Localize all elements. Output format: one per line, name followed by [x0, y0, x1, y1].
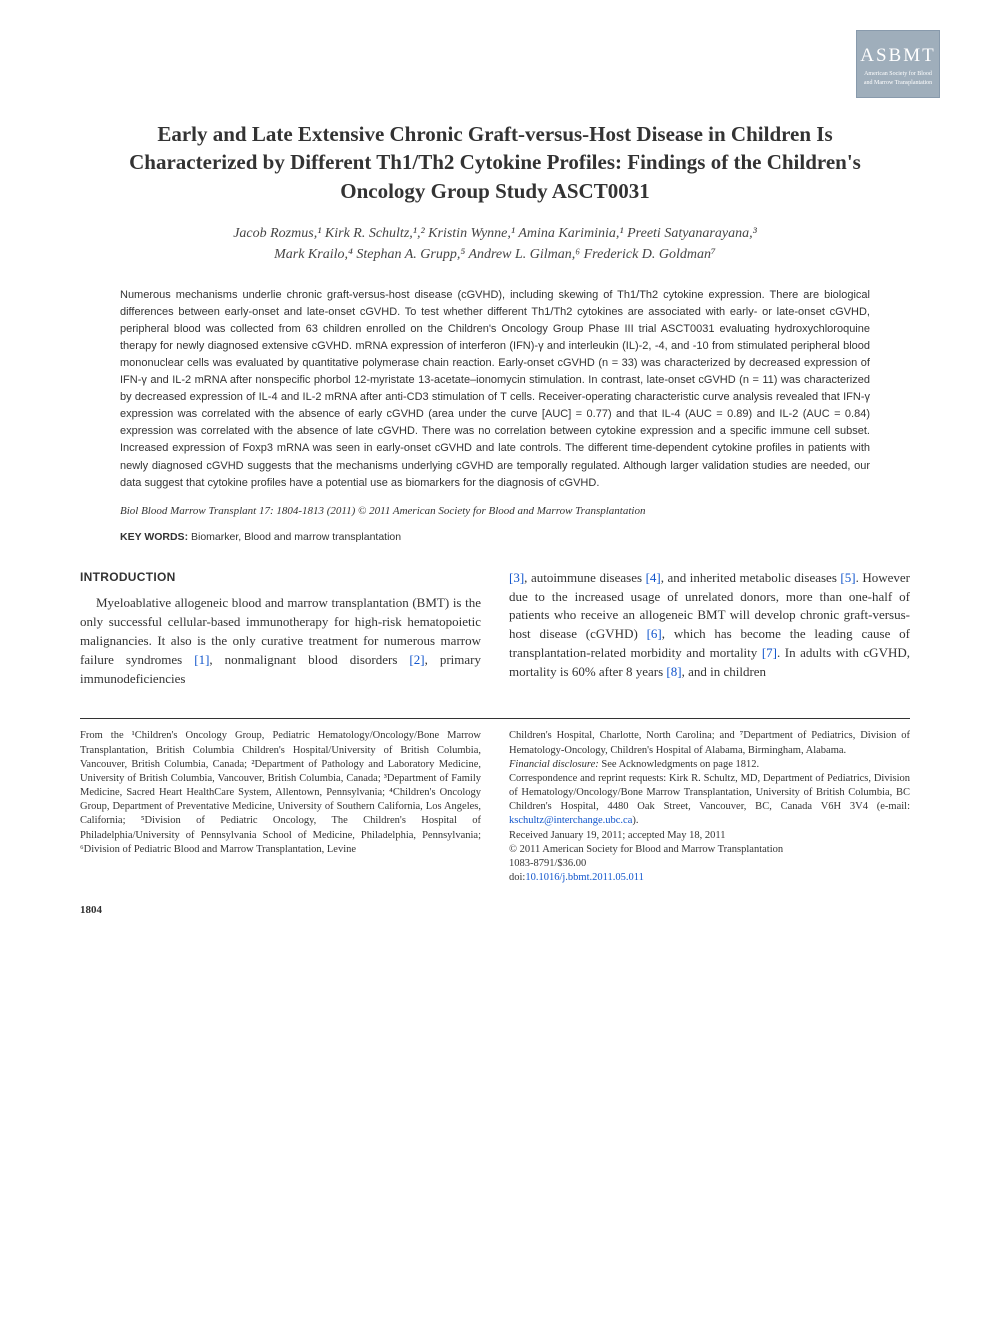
page-number: 1804 [80, 903, 910, 919]
ref-link-5[interactable]: [5] [840, 570, 855, 585]
affiliations-continued: Children's Hospital, Charlotte, North Ca… [509, 729, 910, 757]
keywords-text: Biomarker, Blood and marrow transplantat… [191, 531, 401, 543]
intro-paragraph-left: Myeloablative allogeneic blood and marro… [80, 594, 481, 688]
logo-subtitle-1: American Society for Blood [864, 71, 932, 78]
authors-line-2: Mark Krailo,⁴ Stephan A. Grupp,⁵ Andrew … [100, 244, 890, 265]
ref-link-8[interactable]: [8] [666, 664, 681, 679]
body-column-right: [3], autoimmune diseases [4], and inheri… [509, 569, 910, 689]
footer-divider [80, 718, 910, 719]
introduction-heading: INTRODUCTION [80, 569, 481, 586]
logo-subtitle-2: and Marrow Transplantation [864, 80, 932, 87]
copyright-line: © 2011 American Society for Blood and Ma… [509, 843, 910, 857]
citation-line: Biol Blood Marrow Transplant 17: 1804-18… [120, 504, 870, 520]
received-accepted: Received January 19, 2011; accepted May … [509, 829, 910, 843]
intro-paragraph-right: [3], autoimmune diseases [4], and inheri… [509, 569, 910, 682]
correspondence-email[interactable]: kschultz@interchange.ubc.ca [509, 815, 632, 826]
publisher-logo: ASBMT American Society for Blood and Mar… [856, 30, 940, 98]
authors-line-1: Jacob Rozmus,¹ Kirk R. Schultz,¹,² Krist… [100, 223, 890, 244]
body-columns: INTRODUCTION Myeloablative allogeneic bl… [80, 569, 910, 689]
abstract-text: Numerous mechanisms underlie chronic gra… [120, 287, 870, 492]
from-label: From the [80, 730, 132, 741]
correspondence-text: Correspondence and reprint requests: Kir… [509, 773, 910, 812]
financial-disclosure: Financial disclosure: See Acknowledgment… [509, 758, 910, 772]
correspondence-close: ). [632, 815, 638, 826]
logo-acronym: ASBMT [860, 42, 935, 70]
footer-columns: From the ¹Children's Oncology Group, Ped… [80, 729, 910, 885]
body-column-left: INTRODUCTION Myeloablative allogeneic bl… [80, 569, 481, 689]
ref-link-4[interactable]: [4] [646, 570, 661, 585]
issn-line: 1083-8791/$36.00 [509, 857, 910, 871]
ref-link-2[interactable]: [2] [409, 652, 424, 667]
ref-link-3[interactable]: [3] [509, 570, 524, 585]
footer-column-left: From the ¹Children's Oncology Group, Ped… [80, 729, 481, 885]
doi-line: doi:10.1016/j.bbmt.2011.05.011 [509, 871, 910, 885]
keywords-label: KEY WORDS: [120, 531, 188, 543]
ref-link-6[interactable]: [6] [647, 626, 662, 641]
doi-value[interactable]: 10.1016/j.bbmt.2011.05.011 [525, 872, 644, 883]
keywords-block: KEY WORDS: Biomarker, Blood and marrow t… [120, 530, 870, 545]
article-title: Early and Late Extensive Chronic Graft-v… [80, 120, 910, 205]
author-list: Jacob Rozmus,¹ Kirk R. Schultz,¹,² Krist… [80, 223, 910, 265]
ref-link-7[interactable]: [7] [762, 645, 777, 660]
disclosure-label: Financial disclosure: [509, 759, 599, 770]
disclosure-text: See Acknowledgments on page 1812. [599, 759, 759, 770]
footer-column-right: Children's Hospital, Charlotte, North Ca… [509, 729, 910, 885]
correspondence-block: Correspondence and reprint requests: Kir… [509, 772, 910, 829]
ref-link-1[interactable]: [1] [194, 652, 209, 667]
affiliations-text: ¹Children's Oncology Group, Pediatric He… [80, 730, 481, 854]
doi-label: doi: [509, 872, 525, 883]
